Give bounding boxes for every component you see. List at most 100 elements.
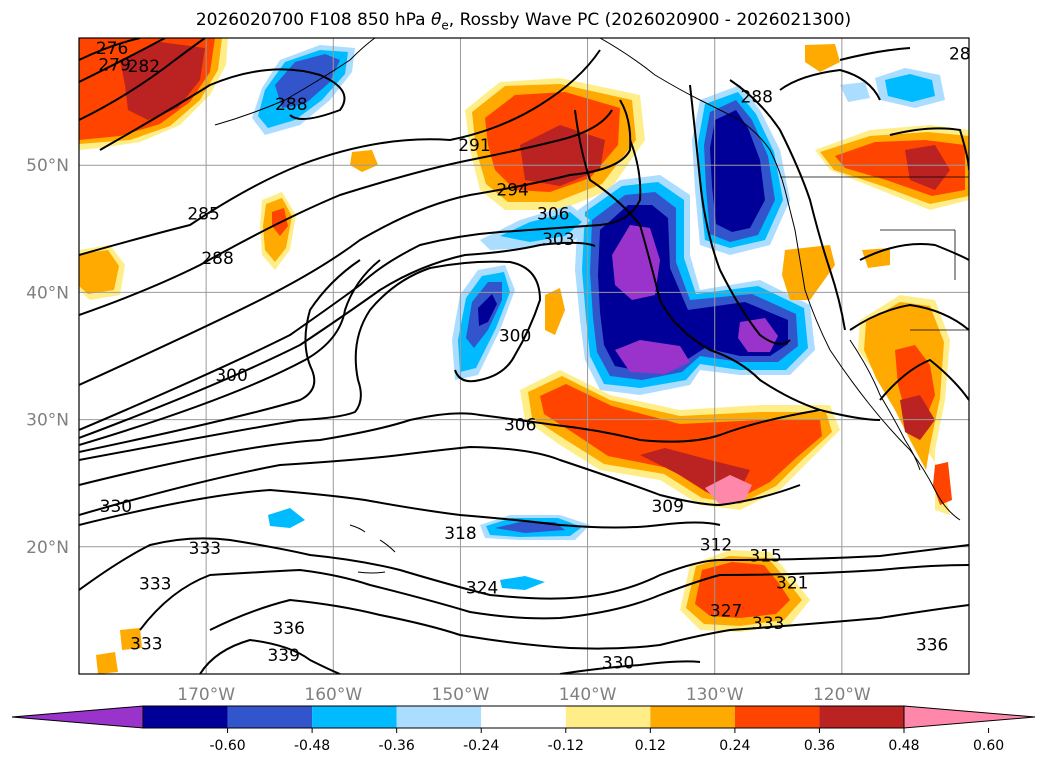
contour-label: 288 <box>949 44 981 64</box>
contour-label: 333 <box>752 614 784 634</box>
lat-tick-label: 20°N <box>26 538 69 558</box>
anomaly-midpac-cold <box>478 294 497 326</box>
theta-e-contours <box>79 38 969 674</box>
colorbar-tick-label: -0.12 <box>548 738 584 754</box>
lon-tick-label: 170°W <box>177 685 235 705</box>
contour-line <box>79 49 601 256</box>
gridlines <box>79 38 969 674</box>
contour-line <box>849 303 969 331</box>
colorbar-tick-label: -0.36 <box>379 738 415 754</box>
anomaly-small-warm <box>120 628 142 650</box>
anomaly-small-cold <box>500 576 545 590</box>
lon-tick-label: 150°W <box>432 685 490 705</box>
lat-tick-label: 30°N <box>26 411 69 431</box>
coastline-alaska <box>214 38 376 126</box>
contour-label: 279 <box>98 56 130 76</box>
anomaly-aleutian-cold <box>275 54 340 108</box>
contour-label: 339 <box>267 646 299 666</box>
lat-tick-label: 50°N <box>26 156 69 176</box>
contour-line <box>79 445 801 516</box>
colorbar-segment <box>734 706 820 728</box>
lon-tick-label: 160°W <box>304 685 362 705</box>
contour-label: 309 <box>651 497 683 517</box>
colorbar-segment <box>396 706 482 728</box>
contour-line <box>839 47 911 61</box>
contour-line <box>729 79 846 331</box>
anomaly-ne-cold <box>885 74 935 102</box>
contour-label: 315 <box>749 547 781 567</box>
anomaly-ne-cold <box>840 82 870 102</box>
contour-line <box>79 38 141 61</box>
contour-label: 291 <box>458 136 490 156</box>
contour-line <box>99 68 346 151</box>
colorbar-extend-low <box>11 705 144 729</box>
anomaly-subtrop-warm <box>705 475 752 505</box>
contour-line <box>79 99 632 386</box>
coastlines <box>214 38 961 574</box>
contour-line <box>79 139 642 431</box>
island-hawaii <box>349 524 366 533</box>
contour-label: 321 <box>776 573 808 593</box>
contour-label: 336 <box>273 619 305 639</box>
contour-label: 288 <box>740 88 772 108</box>
contour-label: 333 <box>130 634 162 654</box>
island-hawaii <box>357 571 386 574</box>
lon-tick-label: 120°W <box>813 685 871 705</box>
colorbar-tick-label: 0.36 <box>804 738 835 754</box>
contour-label: 288 <box>275 95 307 115</box>
anomaly-small-warm <box>96 652 118 674</box>
anomaly-central-cold <box>612 225 660 300</box>
contour-label: 330 <box>100 497 132 517</box>
colorbar-extend-high <box>903 705 1036 729</box>
anomaly-small-warm <box>350 150 378 172</box>
contour-label: 324 <box>466 579 498 599</box>
contour-line <box>559 660 701 674</box>
figure-title: 2026020700 F108 850 hPa θe, Rossby Wave … <box>195 10 852 33</box>
colorbar-tick-label: 0.12 <box>635 738 666 754</box>
contour-label: 300 <box>499 327 531 347</box>
contour-line <box>79 109 613 316</box>
contour-label: 276 <box>96 39 128 59</box>
contour-line <box>889 127 969 171</box>
colorbar-tick-label: 0.48 <box>888 738 919 754</box>
anomaly-small-warm <box>79 250 119 294</box>
borders <box>780 176 969 331</box>
contour-line <box>79 38 166 83</box>
axis-ticks: 170°W 160°W 150°W 140°W 130°W 120°W 20°N 30°N 40… <box>26 156 871 705</box>
colorbar-segment <box>650 706 735 728</box>
anomaly-bc-cold <box>710 110 765 232</box>
contour-label: 327 <box>710 601 742 621</box>
colorbar-frame <box>142 705 905 729</box>
coastline-baja <box>849 339 921 471</box>
colorbar-segment <box>565 706 651 728</box>
contour-label: 336 <box>916 636 948 656</box>
contour-line <box>209 598 969 650</box>
contour-label: 303 <box>542 230 574 250</box>
contour-label: 333 <box>189 539 221 559</box>
contour-line <box>199 638 341 674</box>
lon-tick-label: 130°W <box>686 685 744 705</box>
anomaly-small-cold <box>268 508 305 528</box>
colorbar: -0.60 -0.48 -0.36 -0.24 -0.12 0.12 0.24 0.36 0.4… <box>11 705 1036 754</box>
contour-line <box>859 243 969 261</box>
lon-tick-label: 140°W <box>559 685 617 705</box>
colorbar-segment <box>819 706 904 728</box>
colorbar-segment <box>312 706 397 728</box>
map-frame <box>78 37 970 675</box>
contour-label: 333 <box>139 575 171 595</box>
contour-label: 306 <box>537 205 569 225</box>
anomaly-goa-warm <box>520 125 605 186</box>
contour-label: 330 <box>602 654 634 674</box>
anomaly-small-warm <box>805 44 840 72</box>
contour-line <box>689 84 791 345</box>
colorbar-tick-label: -0.24 <box>463 738 499 754</box>
contour-line <box>79 259 381 446</box>
colorbar-tick-label: 0.24 <box>719 738 750 754</box>
contour-label: 285 <box>187 205 219 225</box>
contour-line <box>79 259 361 453</box>
lat-tick-label: 40°N <box>26 283 69 303</box>
